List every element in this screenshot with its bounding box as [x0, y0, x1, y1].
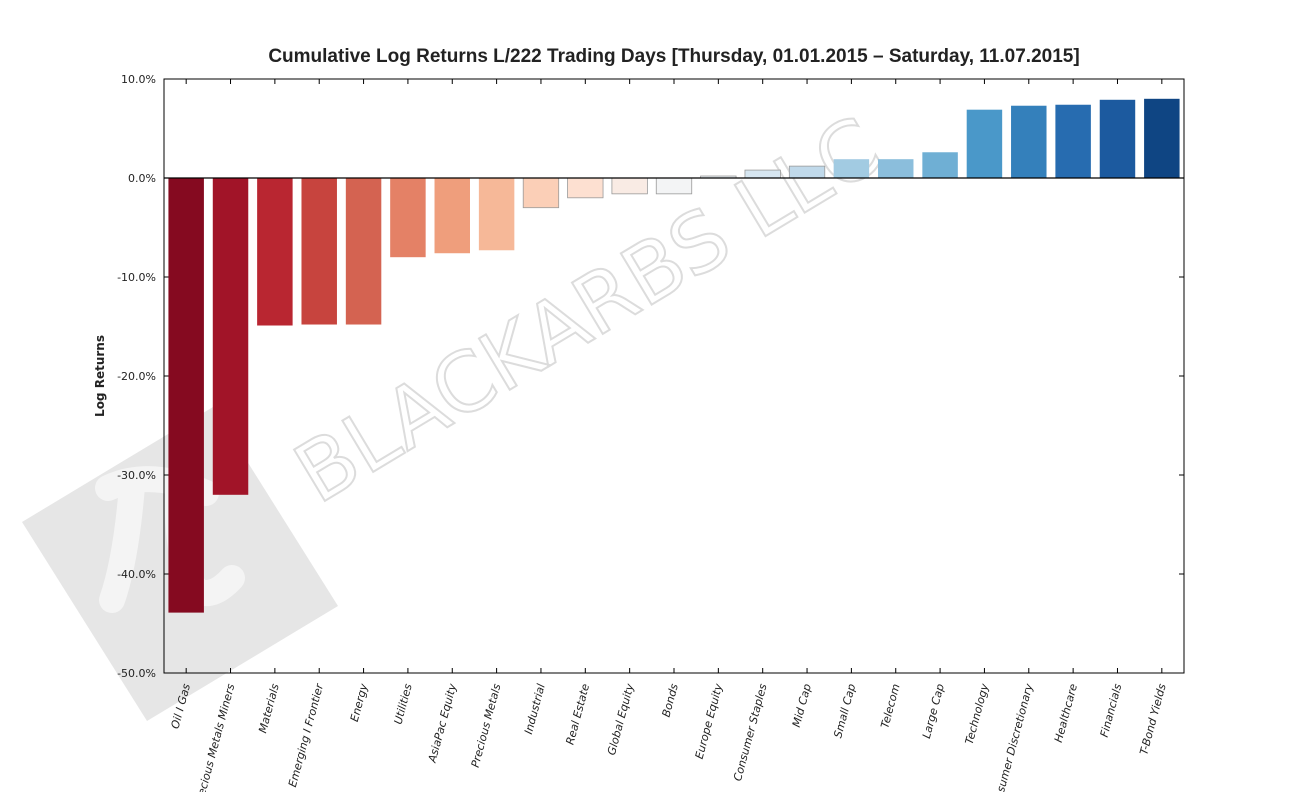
plot-frame [163, 78, 1185, 674]
bar-healthcare [1055, 104, 1091, 178]
x-tick-label: Telecom [878, 682, 902, 729]
y-ticks: 10.0% 0.0% -10.0% -20.0% -30.0% -40.0% -50.0% [117, 73, 1184, 680]
bar-technology [966, 109, 1003, 178]
x-tick-label: Small Cap [831, 682, 858, 739]
x-tick-label: Global Equity [605, 682, 637, 757]
x-tick-label: T-Bond Yields [1137, 682, 1169, 756]
x-tick-label: Industrial [522, 682, 548, 735]
x-tick-label: Precious Metals Miners [192, 682, 237, 792]
x-tick-label: Bonds [660, 682, 681, 718]
bar-t-bond-yields [1144, 98, 1180, 178]
x-tick-label: Consumer Staples [731, 682, 770, 782]
x-tick-label: Materials [256, 682, 282, 734]
x-tick-label: Financials [1098, 682, 1125, 738]
bar-industrial [522, 177, 560, 209]
bar-asiapac-equity [434, 178, 470, 254]
y-tick-label: -20.0% [117, 370, 156, 383]
x-tick-label: Healthcare [1052, 682, 1080, 744]
x-tick-label: Energy [348, 682, 371, 723]
x-tick-label: Mid Cap [790, 682, 814, 728]
x-tick-label: Europe Equity [693, 682, 726, 760]
y-tick-label: 10.0% [121, 73, 156, 86]
bar-materials [257, 178, 293, 326]
bar-precious-metals [478, 178, 515, 251]
x-tick-label: Emerging I Frontier [286, 681, 326, 789]
bar-small-cap [833, 159, 870, 178]
bar-utilities [390, 178, 426, 258]
x-tick-label: Real Estate [563, 682, 592, 746]
chart-title: Cumulative Log Returns L/222 Trading Day… [268, 46, 1079, 67]
y-tick-label: -30.0% [117, 469, 156, 482]
bar-global-equity [611, 177, 648, 195]
x-tick-label: Utilities [392, 682, 415, 726]
y-tick-label: -50.0% [117, 667, 156, 680]
bar-bonds [655, 177, 693, 195]
bar-energy [345, 178, 382, 325]
bars [168, 98, 1180, 613]
bar-large-cap [922, 152, 958, 178]
bar-oil-i-gas [168, 178, 204, 613]
bar-consumer-discretionary [1011, 105, 1047, 178]
bar-mid-cap [788, 165, 826, 179]
y-tick-label: 0.0% [128, 172, 156, 185]
bar-real-estate [567, 177, 604, 199]
y-axis-label: Log Returns [93, 335, 107, 417]
bar-consumer-staples [744, 169, 781, 179]
x-tick-label: Technology [963, 682, 992, 746]
x-tick-label: Consumer Discretionary [989, 682, 1036, 792]
x-tick-label: AsiaPac Equity [425, 682, 459, 765]
bar-precious-metals-miners [212, 178, 249, 495]
y-tick-label: -10.0% [117, 271, 156, 284]
bar-telecom [878, 159, 914, 178]
bar-financials [1099, 99, 1136, 178]
x-tick-label: Large Cap [920, 682, 947, 740]
x-tick-label: Precious Metals [469, 682, 504, 769]
bar-emerging-i-frontier [301, 178, 337, 325]
y-tick-label: -40.0% [117, 568, 156, 581]
